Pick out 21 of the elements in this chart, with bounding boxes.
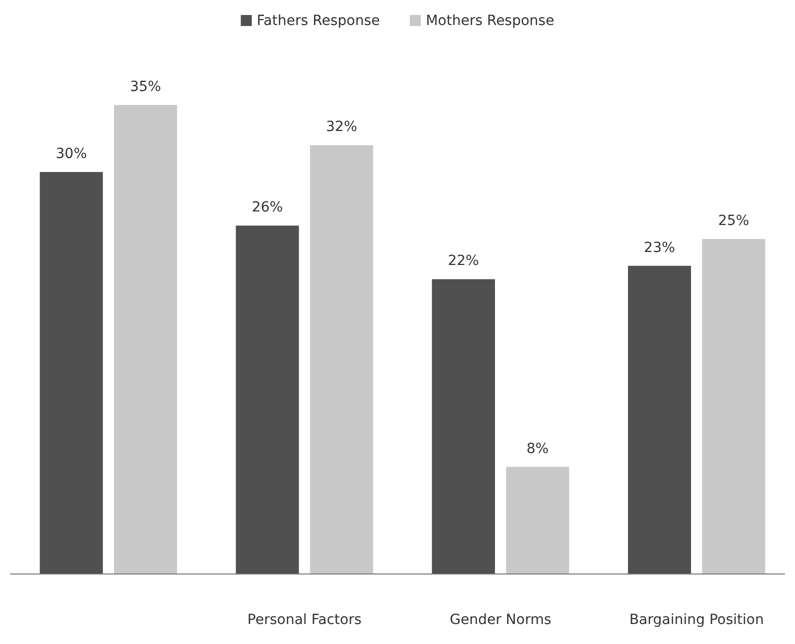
bar [506,466,570,574]
data-label: 8% [526,440,549,457]
data-label: 26% [252,200,283,216]
data-label: 25% [718,213,750,229]
data-label: 30% [56,146,87,162]
data-label: 23% [644,240,676,256]
x-tick-label: Gender Norms [450,612,552,628]
x-tick-label: Bargaining Position [629,612,764,628]
bar [114,105,178,574]
bar [628,266,692,574]
data-label: 22% [448,253,479,270]
x-tick-label: Personal Factors [247,612,362,628]
bar [236,226,299,574]
legend-label: Mothers Response [426,13,554,29]
legend-label: Fathers Response [256,13,380,29]
bar [40,172,103,574]
bar [702,239,766,574]
data-label: 35% [130,79,162,95]
bar [432,279,495,574]
data-label: 32% [326,119,358,136]
bar [310,145,374,574]
